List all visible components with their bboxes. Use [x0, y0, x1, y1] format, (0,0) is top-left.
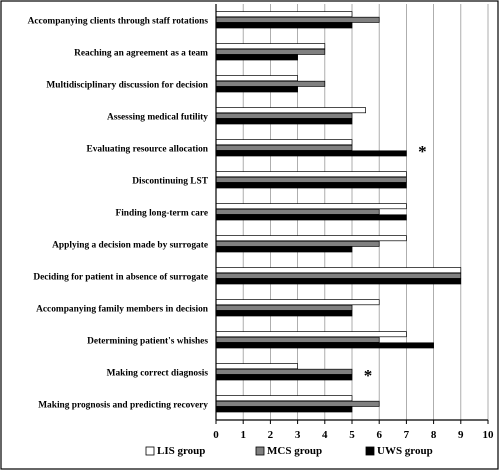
- x-tick-label: 2: [268, 429, 274, 441]
- legend-swatch: [145, 446, 155, 456]
- bar-lis-group: [215, 331, 407, 338]
- x-tick-label: 10: [483, 429, 495, 441]
- x-tick-label: 5: [349, 429, 355, 441]
- category-label: Making correct diagnosis: [107, 369, 209, 379]
- bar-uws-group: [215, 150, 407, 157]
- category-label: Discontinuing LST: [132, 177, 209, 187]
- legend-swatch: [255, 446, 265, 456]
- bar-lis-group: [215, 203, 407, 210]
- category-label: Applying a decision made by surrogate: [52, 241, 208, 251]
- bar-uws-group: [215, 278, 462, 285]
- bar-mcs-group: [215, 48, 326, 55]
- bar-uws-group: [215, 118, 353, 125]
- category-label: Accompanying clients through staff rotat…: [28, 17, 209, 27]
- bar-mcs-group: [215, 176, 407, 183]
- x-tick-label: 6: [376, 429, 382, 441]
- bar-lis-group: [215, 43, 326, 50]
- bar-uws-group: [215, 406, 353, 413]
- bar-lis-group: [215, 75, 298, 82]
- bar-lis-group: [215, 107, 366, 114]
- bar-lis-group: [215, 299, 380, 306]
- legend-label: UWS group: [377, 445, 433, 457]
- x-tick-label: 0: [213, 429, 219, 441]
- bar-uws-group: [215, 54, 298, 61]
- bar-mcs-group: [215, 272, 462, 279]
- legend-label: MCS group: [267, 445, 322, 457]
- bar-mcs-group: [215, 112, 353, 119]
- bar-uws-group: [215, 246, 353, 253]
- category-label: Making prognosis and predicting recovery: [38, 401, 208, 411]
- bar-mcs-group: [215, 208, 380, 215]
- bar-mcs-group: [215, 80, 326, 87]
- bar-lis-group: [215, 235, 407, 242]
- bar-mcs-group: [215, 144, 353, 151]
- category-label: Evaluating resource allocation: [86, 145, 208, 155]
- bar-lis-group: [215, 395, 353, 402]
- significance-marker: *: [364, 366, 373, 385]
- x-tick-label: 4: [322, 429, 328, 441]
- bar-lis-group: [215, 267, 462, 274]
- category-label: Deciding for patient in absence of surro…: [33, 273, 208, 283]
- bar-mcs-group: [215, 336, 380, 343]
- x-tick-label: 1: [240, 429, 246, 441]
- x-tick-label: 7: [404, 429, 410, 441]
- bar-mcs-group: [215, 400, 380, 407]
- category-label: Accompanying family members in decision: [36, 305, 209, 315]
- category-label: Assessing medical futility: [107, 113, 208, 123]
- x-tick-label: 9: [458, 429, 464, 441]
- bar-lis-group: [215, 139, 353, 146]
- bar-uws-group: [215, 310, 353, 317]
- bar-lis-group: [215, 171, 407, 178]
- bar-uws-group: [215, 182, 407, 189]
- legend-label: LIS group: [157, 445, 205, 457]
- bar-mcs-group: [215, 240, 380, 247]
- significance-marker: *: [418, 142, 427, 161]
- bar-uws-group: [215, 374, 353, 381]
- category-label: Determining patient's whishes: [87, 337, 208, 347]
- bar-uws-group: [215, 22, 353, 29]
- bar-mcs-group: [215, 368, 353, 375]
- category-label: Reaching an agreement as a team: [74, 49, 208, 59]
- bar-mcs-group: [215, 16, 380, 23]
- category-label: Finding long-term care: [115, 209, 208, 219]
- category-label: Multidisciplinary discussion for decisio…: [46, 81, 208, 91]
- bar-mcs-group: [215, 304, 353, 311]
- x-tick-label: 3: [295, 429, 301, 441]
- bar-uws-group: [215, 342, 434, 349]
- bar-uws-group: [215, 86, 298, 93]
- bar-uws-group: [215, 214, 407, 221]
- bar-lis-group: [215, 363, 298, 370]
- x-tick-label: 8: [431, 429, 437, 441]
- legend-swatch: [365, 446, 375, 456]
- bar-lis-group: [215, 11, 353, 18]
